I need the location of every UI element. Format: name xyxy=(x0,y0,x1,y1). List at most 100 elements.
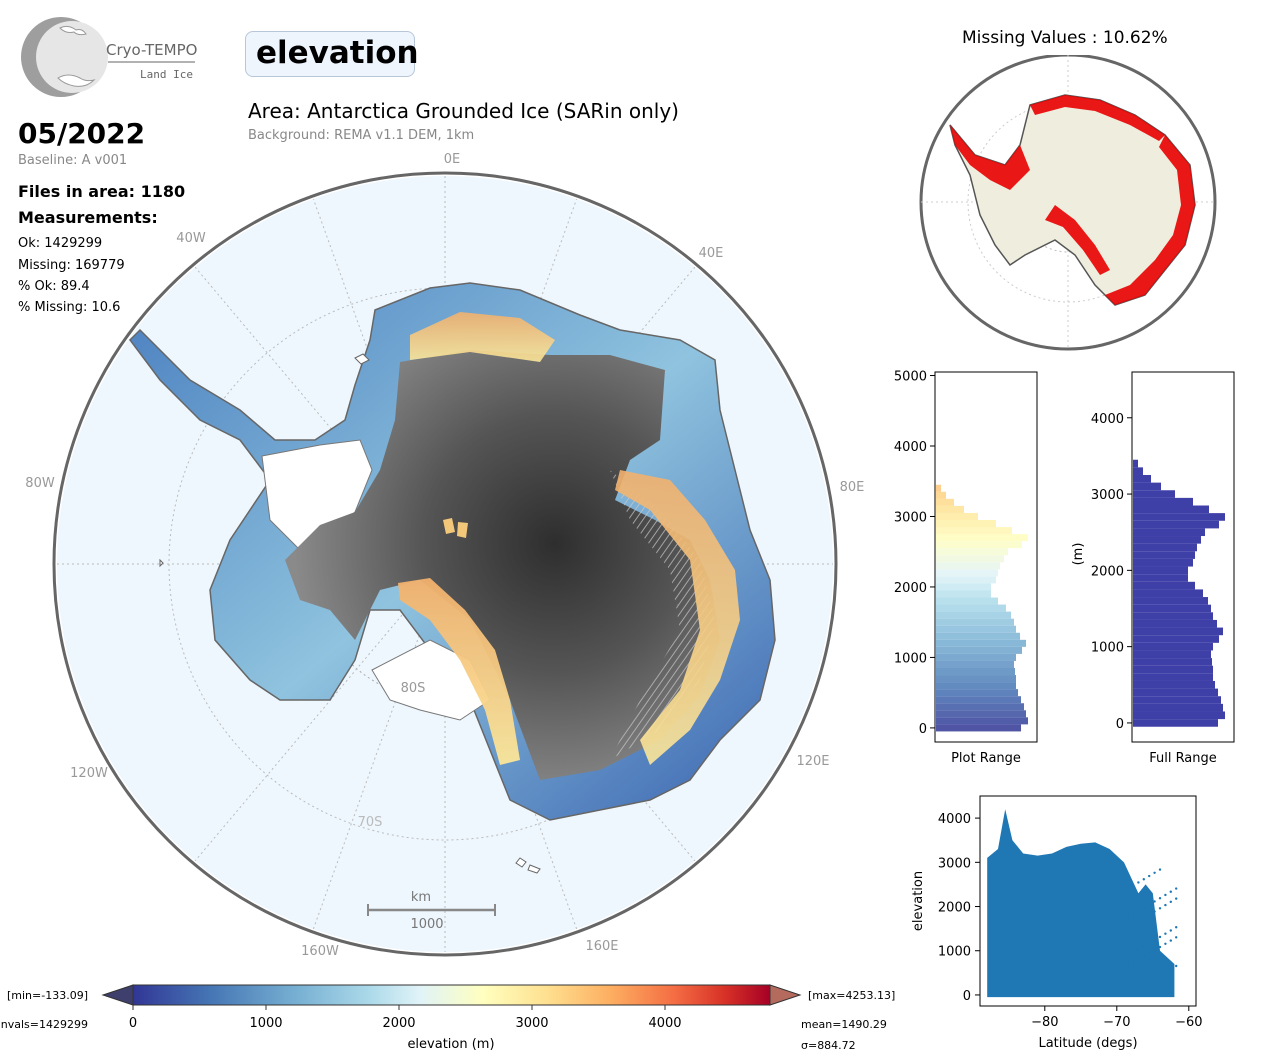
scatter-y-tick-label: 3000 xyxy=(938,856,971,871)
latitude-elevation-scatter: −80 −70 −60 0 1000 2000 3000 4000 Latitude (degs… xyxy=(911,795,1203,1051)
hist-bar xyxy=(1133,459,1138,468)
hist-bar xyxy=(1133,520,1219,529)
hist-y-tick-label: 3000 xyxy=(1091,488,1124,503)
scatter-point xyxy=(1158,935,1162,939)
lat-label-70s: 70S xyxy=(358,815,383,830)
hist-y-tick-label: 5000 xyxy=(894,370,927,385)
hist-bar xyxy=(936,689,1018,697)
inset-missing-coast-west xyxy=(950,125,1030,190)
hist-frame xyxy=(1131,371,1235,743)
stat-pct-ok: % Ok: 89.4 xyxy=(18,279,90,294)
scatter-point xyxy=(1158,945,1162,949)
scatter-point xyxy=(1131,961,1135,965)
hist-bar xyxy=(1133,642,1213,651)
colorbar-sigma-text: σ=884.72 xyxy=(801,1039,856,1052)
scatter-point xyxy=(1148,942,1151,945)
hist-bar xyxy=(936,660,1014,668)
hist-bar xyxy=(936,604,1006,612)
lon-label-0e: 0E xyxy=(444,152,461,167)
colorbar-ticks: 0 1000 2000 3000 4000 xyxy=(129,1005,682,1031)
scatter-point xyxy=(1175,887,1178,890)
lon-label-120w: 120W xyxy=(70,766,108,781)
scatter-point xyxy=(1115,894,1118,897)
antarctica-elevation-map: 0E 40E 80E 120E 160E 160W 120W 80W 40W 8… xyxy=(25,152,864,959)
scatter-point xyxy=(1126,926,1129,929)
hist-bar xyxy=(1133,490,1175,498)
lon-label-160e: 160E xyxy=(585,939,618,954)
scatter-frame xyxy=(979,795,1197,1007)
hist-bar xyxy=(1133,597,1208,605)
hist-bar xyxy=(936,618,1014,626)
interior-dem xyxy=(285,350,720,780)
hist-y-tick-label: 4000 xyxy=(894,440,927,455)
hist-bar xyxy=(1133,665,1213,674)
scatter-point xyxy=(1115,932,1118,936)
hist-bar xyxy=(1133,650,1211,659)
missing-values-map xyxy=(919,55,1217,351)
hist-bar xyxy=(1133,513,1225,521)
colorbar-max-text: [max=4253.13] xyxy=(808,989,895,1002)
hist-bar xyxy=(936,548,1008,556)
scatter-point xyxy=(1164,932,1167,935)
hist-bar xyxy=(1133,627,1223,636)
hist-bar xyxy=(936,569,998,577)
hist-y-tick-label: 0 xyxy=(1116,717,1124,732)
scatter-point xyxy=(1169,900,1172,904)
hist-bar xyxy=(1133,589,1203,598)
scatter-point xyxy=(1137,909,1140,913)
hist-frame xyxy=(934,371,1038,743)
hist-bar xyxy=(1133,658,1212,666)
hist-bar xyxy=(1133,482,1161,491)
hist-bar xyxy=(936,597,998,605)
scatter-y-tick-label: 1000 xyxy=(938,945,971,960)
scatter-point xyxy=(1137,948,1140,952)
hist-bar xyxy=(1133,711,1225,720)
hist-y-tick-label: 0 xyxy=(919,722,927,737)
logo-moon-icon xyxy=(21,17,195,97)
scatter-point xyxy=(1142,878,1145,881)
scatter-point xyxy=(1158,868,1162,871)
scatter-y-tick-label: 0 xyxy=(963,989,971,1004)
scatter-point xyxy=(1175,897,1178,900)
scatter-point xyxy=(1175,926,1178,929)
colorbar-label: elevation (m) xyxy=(407,1037,494,1052)
hist-bar xyxy=(936,625,1016,633)
scatter-point xyxy=(1121,958,1124,961)
hist-bar xyxy=(1133,543,1197,552)
hist-bar xyxy=(936,724,1021,732)
map-frame xyxy=(52,171,838,957)
map-lon-labels: 0E 40E 80E 120E 160E 160W 120W 80W 40W xyxy=(25,152,864,959)
hist-bar xyxy=(936,682,1016,690)
scatter-point xyxy=(1158,897,1162,900)
hist-bar xyxy=(936,520,996,528)
island-shapes xyxy=(159,353,541,874)
scatter-point xyxy=(1137,920,1140,923)
scatter-point xyxy=(1169,890,1172,893)
measurements-heading: Measurements: xyxy=(18,208,158,227)
scatter-point xyxy=(1142,955,1145,958)
hist-bar xyxy=(1133,566,1188,575)
scatter-point xyxy=(1131,884,1135,887)
scatter-point xyxy=(1169,968,1172,971)
scatter-point xyxy=(1175,964,1178,968)
scatter-point xyxy=(1115,961,1118,964)
high-elevation-band-tam xyxy=(398,578,520,765)
hist-bar xyxy=(1133,574,1188,582)
stat-missing: Missing: 169779 xyxy=(18,258,125,273)
logo-name: Cryo-TEMPO xyxy=(106,41,198,59)
hist-bar xyxy=(936,639,1026,647)
scatter-point xyxy=(1126,916,1129,919)
colorbar-gradient xyxy=(132,984,771,1006)
scatter-point xyxy=(1142,945,1145,948)
baseline-label: Baseline: A v001 xyxy=(18,153,128,168)
hist-bar xyxy=(936,632,1020,640)
scatter-point xyxy=(1115,971,1118,975)
hist-bar xyxy=(1133,581,1195,590)
scatter-point xyxy=(1175,936,1178,939)
inset-missing-coast-north xyxy=(1030,95,1165,141)
hist-bar xyxy=(1133,551,1195,559)
hist-bar xyxy=(1133,604,1211,613)
hist-bar xyxy=(1133,688,1218,697)
scatter-point xyxy=(1164,942,1167,945)
lon-label-80e: 80E xyxy=(840,480,865,495)
